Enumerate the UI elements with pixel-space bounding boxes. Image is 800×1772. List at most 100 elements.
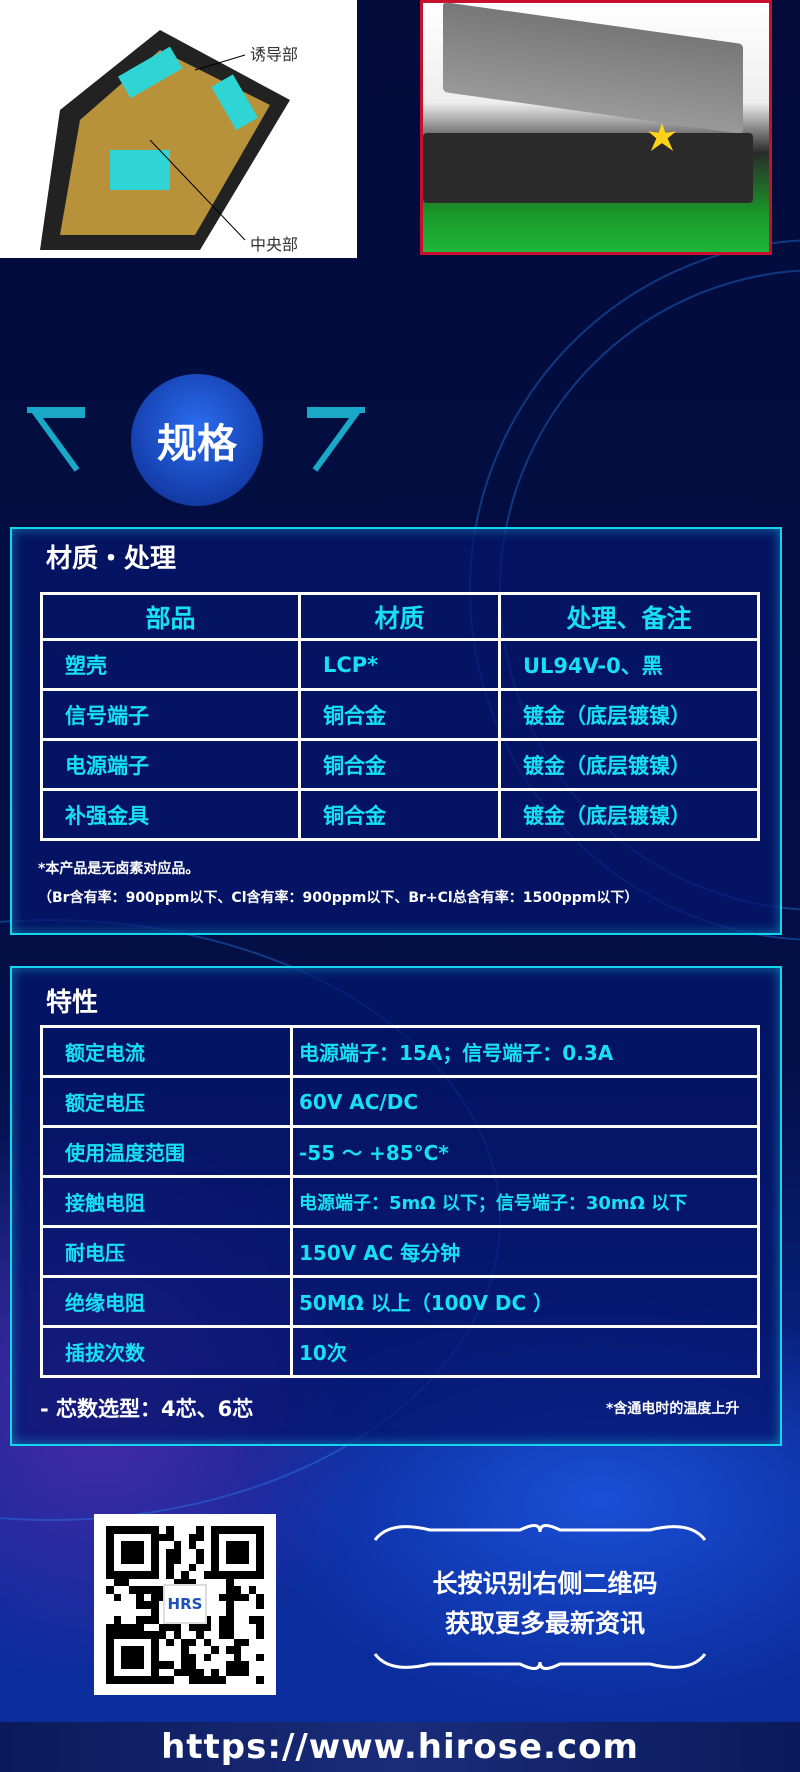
qr-module bbox=[226, 1639, 234, 1647]
qr-module bbox=[211, 1639, 219, 1647]
qr-module bbox=[151, 1579, 159, 1587]
qr-module bbox=[219, 1601, 227, 1609]
qr-module bbox=[204, 1669, 212, 1677]
qr-module bbox=[226, 1608, 234, 1617]
spec-label: 插拔次数 bbox=[40, 1325, 293, 1378]
qr-module bbox=[226, 1571, 234, 1579]
qr-module bbox=[166, 1631, 174, 1639]
qr-module bbox=[136, 1669, 144, 1677]
qr-module bbox=[136, 1526, 144, 1534]
qr-module bbox=[204, 1526, 212, 1534]
qr-module bbox=[211, 1668, 219, 1677]
qr-module bbox=[226, 1661, 234, 1669]
qr-module bbox=[106, 1586, 114, 1594]
qr-module bbox=[196, 1571, 204, 1579]
qr-module bbox=[166, 1533, 174, 1542]
qr-module bbox=[256, 1616, 264, 1624]
qr-module bbox=[196, 1676, 204, 1684]
qr-module bbox=[143, 1676, 152, 1684]
table-header-row: 部品 材质 处理、备注 bbox=[40, 592, 760, 641]
qr-module bbox=[233, 1668, 242, 1677]
qr-module bbox=[113, 1631, 122, 1639]
qr-module bbox=[241, 1638, 249, 1647]
qr-module bbox=[219, 1549, 227, 1557]
qr-module bbox=[188, 1653, 197, 1662]
qr-module bbox=[241, 1593, 249, 1602]
hrs-logo: HRS bbox=[163, 1584, 207, 1624]
qr-module bbox=[106, 1646, 114, 1654]
qr-module bbox=[106, 1556, 114, 1564]
qr-module bbox=[158, 1631, 167, 1639]
qr-module bbox=[233, 1638, 242, 1647]
qr-module bbox=[143, 1571, 152, 1579]
qr-module bbox=[203, 1623, 212, 1632]
qr-module bbox=[226, 1556, 234, 1564]
qr-module bbox=[113, 1676, 122, 1684]
table-row: 使用温度范围 -55 ～ +85°C* bbox=[40, 1125, 760, 1178]
qr-module bbox=[234, 1616, 242, 1624]
qr-module bbox=[234, 1624, 242, 1632]
qr-module bbox=[121, 1541, 129, 1549]
qr-module bbox=[106, 1668, 114, 1677]
qr-module bbox=[174, 1646, 182, 1654]
qr-module bbox=[249, 1676, 257, 1684]
qr-module bbox=[226, 1646, 234, 1654]
qr-module bbox=[174, 1639, 182, 1647]
qr-module bbox=[181, 1556, 189, 1564]
qr-module bbox=[219, 1639, 227, 1647]
qr-module bbox=[159, 1556, 167, 1564]
qr-module bbox=[143, 1586, 152, 1594]
qr-module bbox=[159, 1541, 167, 1549]
qr-module bbox=[249, 1601, 257, 1609]
qr-module bbox=[136, 1646, 144, 1654]
qr-module bbox=[151, 1653, 159, 1662]
qr-module bbox=[136, 1616, 144, 1624]
qr-module bbox=[106, 1616, 114, 1624]
spec-label: 绝缘电阻 bbox=[40, 1275, 293, 1328]
qr-module bbox=[121, 1616, 129, 1624]
section-heading: 规格 bbox=[131, 374, 263, 506]
qr-module bbox=[181, 1571, 189, 1579]
qr-module bbox=[114, 1601, 122, 1609]
qr-module bbox=[166, 1563, 174, 1572]
qr-module bbox=[241, 1556, 249, 1564]
qr-module bbox=[128, 1631, 137, 1639]
qr-module bbox=[256, 1646, 264, 1654]
qr-module bbox=[121, 1661, 129, 1669]
qr-module bbox=[158, 1623, 167, 1632]
qr-module bbox=[181, 1624, 189, 1632]
qr-module bbox=[241, 1541, 249, 1549]
qr-module bbox=[211, 1571, 219, 1579]
qr-module bbox=[204, 1541, 212, 1549]
qr-code[interactable]: HRS bbox=[94, 1514, 276, 1695]
qr-module bbox=[151, 1593, 159, 1602]
qr-module bbox=[256, 1623, 264, 1632]
table-row: 额定电压 60V AC/DC bbox=[40, 1075, 760, 1128]
qr-module bbox=[241, 1601, 249, 1609]
qr-module bbox=[136, 1534, 144, 1542]
qr-module bbox=[114, 1541, 122, 1549]
qr-module bbox=[143, 1616, 152, 1624]
qr-module bbox=[211, 1579, 219, 1587]
website-link[interactable]: https://www.hirose.com bbox=[0, 1722, 800, 1772]
qr-module bbox=[174, 1676, 182, 1684]
table-row: 信号端子 铜合金 镀金（底层镀镍） bbox=[40, 688, 760, 741]
qr-module bbox=[151, 1571, 159, 1579]
qr-module bbox=[219, 1534, 227, 1542]
qr-module bbox=[189, 1571, 197, 1579]
qr-module bbox=[256, 1653, 264, 1662]
qr-module bbox=[136, 1564, 144, 1572]
table-row: 电源端子 铜合金 镀金（底层镀镍） bbox=[40, 738, 760, 791]
qr-module bbox=[121, 1578, 129, 1587]
qr-module bbox=[256, 1541, 264, 1549]
qr-module bbox=[114, 1609, 122, 1617]
table-row: 塑壳 LCP* UL94V-0、黑 bbox=[40, 638, 760, 691]
halogen-note: *本产品是无卤素对应品。 bbox=[38, 861, 200, 877]
qr-module bbox=[144, 1534, 152, 1542]
qr-module bbox=[234, 1579, 242, 1587]
qr-module bbox=[129, 1601, 137, 1609]
qr-module bbox=[106, 1638, 114, 1647]
qr-module bbox=[204, 1534, 212, 1542]
cell: 信号端子 bbox=[40, 688, 301, 741]
qr-module bbox=[249, 1579, 257, 1587]
